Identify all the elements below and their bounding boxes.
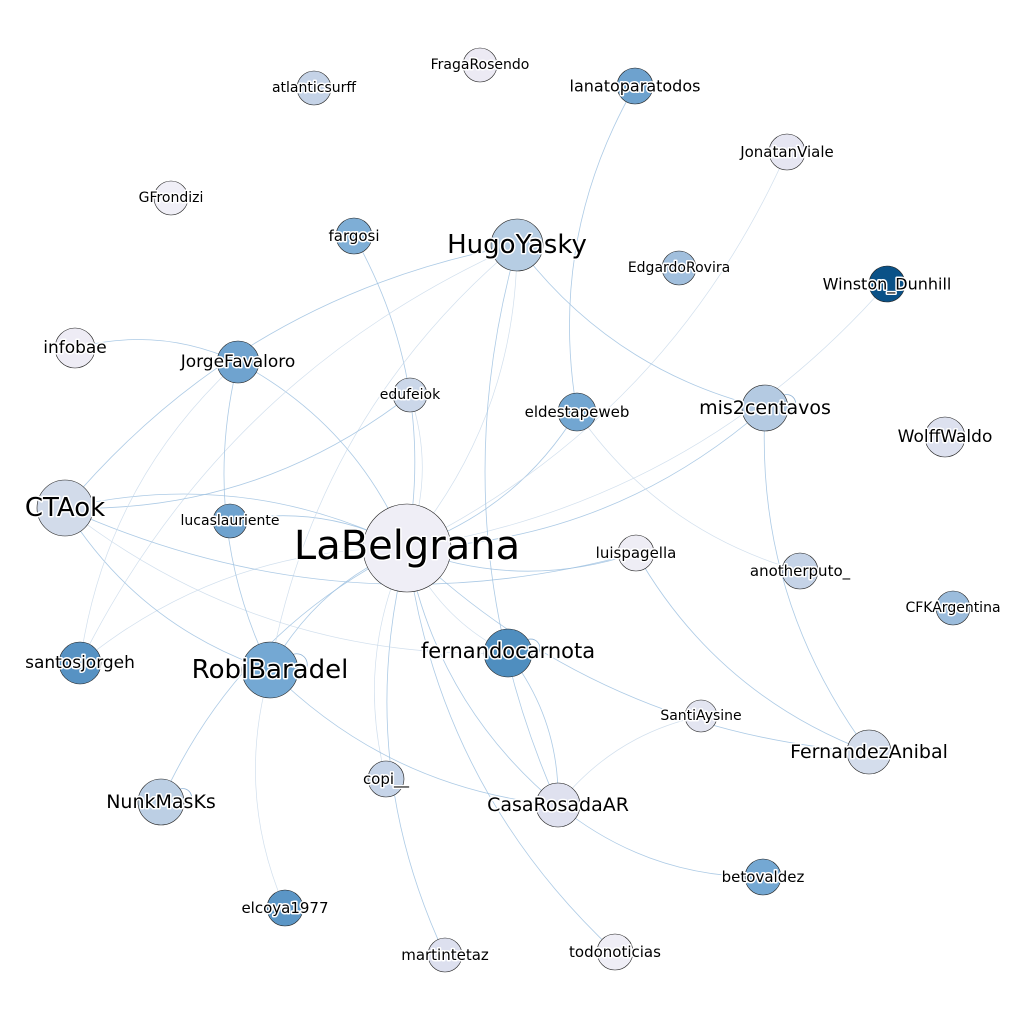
node-label-atlanticsurff: atlanticsurff: [272, 80, 356, 96]
node-fernandocarnota[interactable]: [483, 628, 533, 678]
node-eldestapeweb[interactable]: [557, 392, 597, 432]
node-lucaslauriente[interactable]: [212, 503, 248, 539]
node-copi-[interactable]: [367, 760, 405, 798]
edge-ctaok-to-fernandocarnota: [64, 507, 509, 654]
node-label-gfrondizi: GFrondizi: [139, 190, 204, 206]
edge-luispagella-to-fernandez-anibal: [635, 552, 870, 753]
node-label-fernandez-anibal: FernandezAnibal: [790, 741, 948, 763]
edge-la-belgrana-to-fernandez-anibal: [406, 547, 870, 753]
node-martintetaz[interactable]: [427, 937, 463, 973]
edge-hugo-yasky-to-ctaok: [64, 244, 518, 509]
node-lanatoparatodos[interactable]: [616, 67, 654, 105]
node-label-winston-dunhill: Winston_Dunhill: [823, 275, 952, 295]
node-label-fraga-rosendo: FragaRosendo: [431, 57, 530, 73]
edge-la-belgrana-to-mis2centavos: [406, 407, 766, 549]
node-todonoticias[interactable]: [596, 933, 634, 971]
node-label-betovaldez: betovaldez: [722, 868, 805, 886]
edge-la-belgrana-to-jonatan-viale: [406, 151, 788, 549]
node-casa-rosada-ar[interactable]: [535, 782, 581, 828]
node-jorge-favaloro[interactable]: [216, 340, 260, 384]
node-label-santi-aysine: SantiAysine: [660, 708, 741, 724]
node-label-martintetaz: martintetaz: [401, 946, 489, 964]
edge-ctaok-to-robi-baradel: [64, 507, 271, 671]
node-label-luispagella: luispagella: [596, 544, 677, 562]
node-cfkargentina[interactable]: [935, 590, 971, 626]
edge-lanatoparatodos-to-eldestapeweb: [569, 85, 636, 413]
edge-la-belgrana-to-todonoticias: [406, 547, 616, 953]
node-label-todonoticias: todonoticias: [569, 943, 661, 961]
node-label-fargosi: fargosi: [328, 227, 379, 245]
node-label-anotherputo-: anotherputo_: [750, 562, 851, 581]
node-label-cfkargentina: CFKArgentina: [905, 600, 1000, 616]
edge-jorge-favaloro-to-santosjorgeh: [79, 361, 239, 664]
node-label-lucaslauriente: lucaslauriente: [181, 513, 280, 529]
node-label-casa-rosada-ar: CasaRosadaAR: [487, 794, 629, 816]
node-edufeiok[interactable]: [392, 377, 428, 413]
edge-ctaok-to-luispagella: [64, 507, 637, 585]
edge-hugo-yasky-to-mis2centavos: [516, 244, 766, 409]
node-label-edufeiok: edufeiok: [380, 387, 441, 403]
node-betovaldez[interactable]: [744, 858, 782, 896]
node-mis2centavos[interactable]: [741, 384, 789, 432]
node-fraga-rosendo[interactable]: [462, 47, 498, 83]
node-winston-dunhill[interactable]: [868, 265, 906, 303]
node-label-jorge-favaloro: JorgeFavaloro: [180, 352, 296, 372]
node-label-jonatan-viale: JonatanViale: [739, 143, 834, 161]
node-anotherputo-[interactable]: [781, 552, 819, 590]
node-label-mis2centavos: mis2centavos: [699, 397, 831, 419]
node-label-wolff-waldo: WolffWaldo: [898, 427, 993, 447]
node-atlanticsurff[interactable]: [296, 70, 332, 106]
edge-robi-baradel-to-elcoya1977: [255, 669, 286, 909]
node-jonatan-viale[interactable]: [768, 133, 806, 171]
node-santosjorgeh[interactable]: [58, 641, 102, 685]
node-hugo-yasky[interactable]: [490, 218, 544, 272]
node-fernandez-anibal[interactable]: [846, 729, 892, 775]
node-wolff-waldo[interactable]: [924, 416, 966, 458]
edge-hugo-yasky-to-casa-rosada-ar: [484, 244, 559, 806]
node-elcoya1977[interactable]: [266, 889, 304, 927]
node-la-belgrana[interactable]: [362, 503, 452, 593]
node-ctaok[interactable]: [36, 479, 94, 537]
node-gfrondizi[interactable]: [153, 180, 189, 216]
node-label-nunk-mas-ks: NunkMasKs: [106, 791, 216, 813]
node-label-eldestapeweb: eldestapeweb: [525, 403, 630, 421]
node-label-fernandocarnota: fernandocarnota: [421, 639, 595, 663]
node-label-hugo-yasky: HugoYasky: [447, 230, 587, 260]
node-label-infobae: infobae: [43, 338, 107, 358]
edge-eldestapeweb-to-anotherputo-: [576, 411, 801, 572]
edge-ctaok-to-edufeiok: [64, 394, 411, 509]
node-label-elcoya1977: elcoya1977: [241, 899, 328, 917]
node-fargosi[interactable]: [335, 217, 373, 255]
edge-la-belgrana-to-martintetaz: [386, 547, 446, 956]
edge-la-belgrana-to-winston-dunhill: [406, 283, 888, 549]
edge-hugo-yasky-to-santosjorgeh: [79, 244, 518, 664]
edge-la-belgrana-to-santosjorgeh: [79, 547, 408, 664]
node-label-lanatoparatodos: lanatoparatodos: [570, 77, 701, 96]
node-edgardo-rovira[interactable]: [661, 250, 697, 286]
node-label-copi-: copi__: [363, 770, 410, 789]
node-label-edgardo-rovira: EdgardoRovira: [628, 260, 730, 276]
node-label-la-belgrana: LaBelgrana: [294, 523, 520, 569]
node-label-robi-baradel: RobiBaradel: [192, 655, 349, 685]
edge-mis2centavos-to-fernandez-anibal: [763, 407, 870, 753]
node-label-santosjorgeh: santosjorgeh: [25, 653, 135, 673]
edge-robi-baradel-to-casa-rosada-ar: [269, 669, 559, 806]
labels-layer: LaBelgrana HugoYasky CTAok RobiBaradel ferna…: [23, 56, 1002, 966]
edge-la-belgrana-to-hugo-yasky: [406, 244, 518, 549]
node-label-ctaok: CTAok: [25, 493, 105, 523]
edge-hugo-yasky-to-robi-baradel: [269, 244, 518, 671]
node-santi-aysine[interactable]: [684, 699, 718, 733]
edge-casa-rosada-ar-to-betovaldez: [557, 804, 764, 878]
node-infobae[interactable]: [54, 327, 96, 369]
node-luispagella[interactable]: [617, 534, 655, 572]
node-nunk-mas-ks[interactable]: [137, 778, 185, 826]
node-robi-baradel[interactable]: [241, 641, 299, 699]
nodes-layer: [36, 47, 971, 973]
